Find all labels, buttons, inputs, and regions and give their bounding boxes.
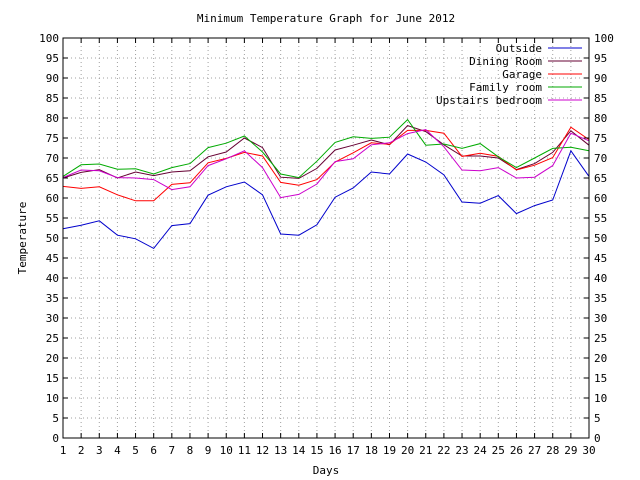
y-tick-label: 100 xyxy=(39,32,59,45)
y-tick-label-right: 60 xyxy=(594,192,607,205)
y-tick-label-right: 35 xyxy=(594,292,607,305)
grid-layer xyxy=(63,38,589,438)
y-tick-label-right: 30 xyxy=(594,312,607,325)
x-tick-label: 26 xyxy=(510,444,523,457)
y-tick-label: 80 xyxy=(46,112,59,125)
x-tick-label: 6 xyxy=(150,444,157,457)
y-tick-label-right: 20 xyxy=(594,352,607,365)
x-tick-label: 3 xyxy=(96,444,103,457)
x-tick-label: 8 xyxy=(187,444,194,457)
x-tick-label: 7 xyxy=(169,444,176,457)
y-tick-label-right: 100 xyxy=(594,32,614,45)
y-tick-label: 25 xyxy=(46,332,59,345)
y-tick-label: 70 xyxy=(46,152,59,165)
y-tick-label: 95 xyxy=(46,52,59,65)
x-tick-label: 20 xyxy=(401,444,414,457)
y-tick-label: 75 xyxy=(46,132,59,145)
x-tick-label: 5 xyxy=(132,444,139,457)
x-tick-label: 16 xyxy=(328,444,341,457)
x-tick-label: 22 xyxy=(437,444,450,457)
y-tick-label: 45 xyxy=(46,252,59,265)
y-tick-label-right: 45 xyxy=(594,252,607,265)
x-tick-label: 14 xyxy=(292,444,306,457)
x-tick-label: 15 xyxy=(310,444,323,457)
x-tick-label: 12 xyxy=(256,444,269,457)
y-tick-label-right: 55 xyxy=(594,212,607,225)
x-tick-label: 24 xyxy=(474,444,488,457)
x-tick-label: 18 xyxy=(365,444,378,457)
legend-label-upstairs-bedroom: Upstairs bedroom xyxy=(436,94,542,107)
legend-label-family-room: Family room xyxy=(469,81,542,94)
x-tick-label: 11 xyxy=(238,444,251,457)
y-tick-label: 10 xyxy=(46,392,59,405)
series-line-family-room xyxy=(62,118,590,179)
x-tick-label: 23 xyxy=(455,444,468,457)
y-tick-label: 0 xyxy=(52,432,59,445)
chart-title: Minimum Temperature Graph for June 2012 xyxy=(197,12,455,25)
y-tick-label-right: 85 xyxy=(594,92,607,105)
x-tick-label: 28 xyxy=(546,444,559,457)
y-tick-label: 60 xyxy=(46,192,59,205)
x-tick-label: 9 xyxy=(205,444,212,457)
y-tick-label: 90 xyxy=(46,72,59,85)
x-tick-label: 10 xyxy=(220,444,233,457)
x-tick-label: 17 xyxy=(347,444,360,457)
y-tick-label: 20 xyxy=(46,352,59,365)
series-line-outside xyxy=(62,149,590,250)
y-tick-label-right: 0 xyxy=(594,432,601,445)
y-tick-label-right: 50 xyxy=(594,232,607,245)
y-tick-label: 50 xyxy=(46,232,59,245)
y-tick-label: 55 xyxy=(46,212,59,225)
y-tick-label-right: 5 xyxy=(594,412,601,425)
y-tick-label: 40 xyxy=(46,272,59,285)
y-tick-label-right: 15 xyxy=(594,372,607,385)
series-layer xyxy=(62,118,590,250)
legend-label-dining-room: Dining Room xyxy=(469,55,542,68)
x-tick-label: 21 xyxy=(419,444,432,457)
y-tick-label: 30 xyxy=(46,312,59,325)
y-tick-label: 35 xyxy=(46,292,59,305)
y-tick-label-right: 40 xyxy=(594,272,607,285)
legend-label-outside: Outside xyxy=(496,42,542,55)
x-tick-label: 13 xyxy=(274,444,287,457)
y-tick-label-right: 25 xyxy=(594,332,607,345)
series-line-dining-room xyxy=(62,125,590,179)
x-tick-label: 1 xyxy=(60,444,67,457)
y-tick-label-right: 95 xyxy=(594,52,607,65)
x-tick-label: 29 xyxy=(564,444,577,457)
series-line-upstairs-bedroom xyxy=(62,129,590,199)
x-tick-label: 2 xyxy=(78,444,85,457)
y-axis-label: Temperature xyxy=(16,202,29,275)
y-tick-label: 5 xyxy=(52,412,59,425)
y-tick-label: 85 xyxy=(46,92,59,105)
x-tick-label: 25 xyxy=(492,444,505,457)
x-tick-label: 4 xyxy=(114,444,121,457)
y-tick-label-right: 65 xyxy=(594,172,607,185)
x-tick-label: 27 xyxy=(528,444,541,457)
y-tick-label-right: 80 xyxy=(594,112,607,125)
y-tick-label-right: 10 xyxy=(594,392,607,405)
x-tick-label: 19 xyxy=(383,444,396,457)
x-tick-label: 30 xyxy=(582,444,595,457)
y-tick-label-right: 70 xyxy=(594,152,607,165)
y-tick-label: 15 xyxy=(46,372,59,385)
x-axis-label: Days xyxy=(313,464,340,477)
legend-label-garage: Garage xyxy=(502,68,542,81)
y-tick-label-right: 75 xyxy=(594,132,607,145)
y-tick-label: 65 xyxy=(46,172,59,185)
y-tick-label-right: 90 xyxy=(594,72,607,85)
